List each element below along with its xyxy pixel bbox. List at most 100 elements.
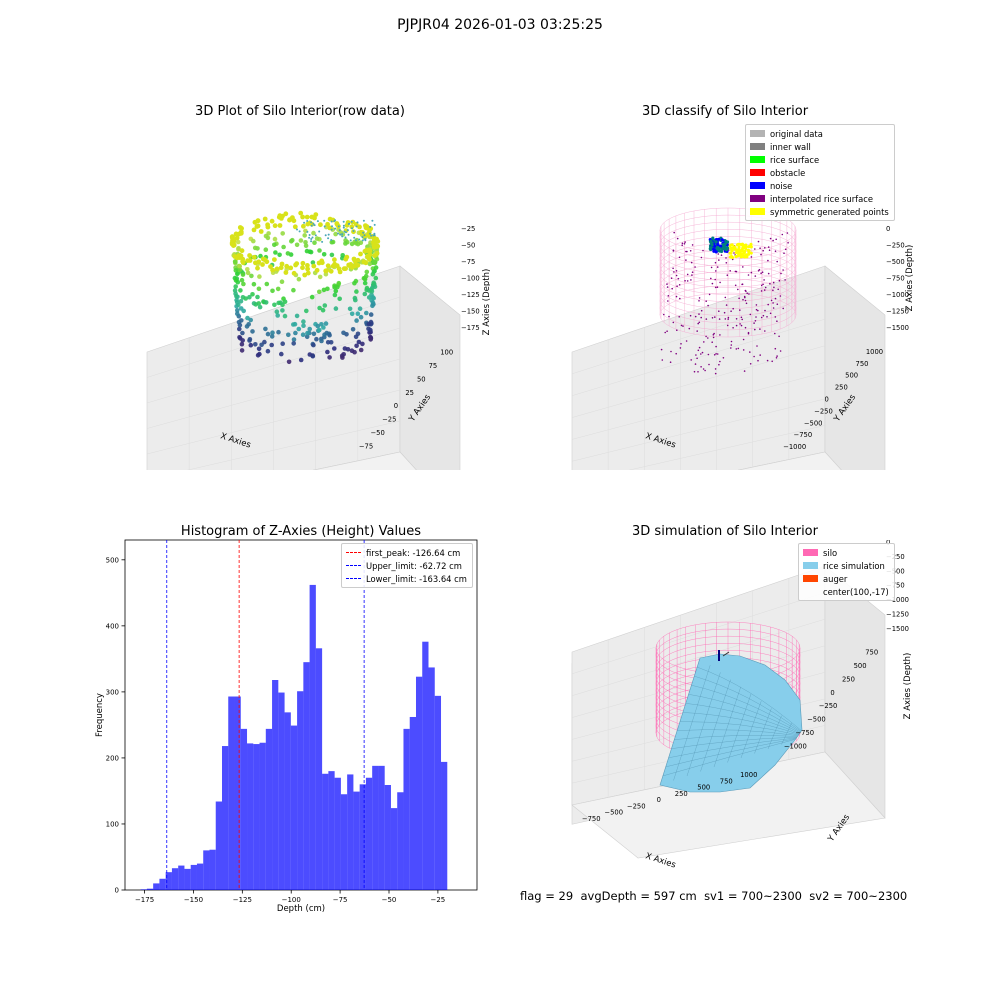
raw-point: [247, 337, 253, 342]
interpolated-point: [684, 280, 686, 282]
raw-point: [304, 334, 310, 340]
symmetric-point: [735, 248, 739, 252]
interpolated-point: [708, 293, 711, 296]
symmetric-point: [749, 244, 753, 248]
raw-point: [329, 239, 335, 245]
interpolated-point: [763, 289, 766, 291]
interpolated-point: [739, 323, 741, 325]
histogram-bar: [184, 868, 191, 890]
interpolated-point: [696, 330, 698, 332]
classify-legend: original data inner wall rice surface obsta…: [745, 124, 895, 221]
raw-point: [334, 263, 340, 269]
symmetric-point: [731, 246, 735, 250]
raw-point: [233, 284, 238, 289]
symmetric-point: [736, 242, 740, 246]
interpolated-point: [660, 348, 663, 351]
legend-entry: original data: [750, 127, 889, 140]
rice-mesh-line: [713, 686, 741, 768]
raw-point: [251, 227, 257, 233]
raw-point: [302, 233, 307, 238]
raw-point: [342, 226, 345, 229]
raw-point: [311, 263, 317, 269]
raw-point: [275, 313, 280, 318]
raw-point: [371, 269, 377, 274]
raw-point: [272, 302, 277, 308]
interpolated-point: [685, 250, 687, 253]
raw-point: [239, 248, 245, 254]
figure-title: PJPJR04 2026-01-03 03:25:25: [397, 17, 603, 33]
raw-point: [341, 266, 347, 272]
legend-label: center(100,-17): [823, 586, 889, 597]
z-tick-label: −250: [886, 242, 905, 250]
raw-point: [265, 348, 271, 354]
legend-entry: inner wall: [750, 140, 889, 153]
interpolated-point: [697, 371, 699, 373]
raw-point: [347, 223, 350, 225]
raw-point: [323, 321, 329, 326]
interpolated-point: [786, 232, 789, 234]
raw-point: [347, 306, 353, 312]
y-tick-label: 750: [856, 360, 869, 368]
histogram-bar: [340, 794, 348, 890]
raw-point: [310, 353, 316, 359]
interpolated-point: [693, 370, 696, 373]
rice-mesh-line: [694, 675, 802, 732]
interpolated-point: [718, 310, 720, 312]
y-tick-label: 250: [842, 675, 855, 683]
interpolated-point: [671, 287, 673, 290]
interpolated-point: [727, 318, 729, 320]
interpolated-point: [760, 284, 763, 287]
interpolated-point: [774, 250, 777, 252]
grid-line: [571, 345, 826, 418]
raw-point: [321, 252, 327, 257]
noise-point: [719, 244, 723, 248]
symmetric-point: [741, 242, 744, 246]
interpolated-point: [762, 249, 764, 252]
raw-point: [355, 239, 358, 242]
interpolated-point: [725, 257, 727, 259]
histogram-legend: first_peak: -126.64 cm Upper_limit: -62.7…: [341, 543, 473, 588]
interpolated-point: [700, 353, 702, 355]
raw-point: [233, 278, 239, 283]
raw-point: [308, 249, 314, 255]
raw-point: [305, 266, 310, 272]
raw-point: [317, 327, 322, 333]
rice-mesh-line: [679, 721, 799, 736]
legend-swatch: [803, 562, 818, 569]
y-tick-label: −1000: [783, 443, 806, 451]
symmetric-point: [730, 255, 734, 259]
interpolated-point: [772, 307, 775, 309]
interpolated-point: [738, 297, 740, 300]
histogram-bar: [303, 662, 310, 890]
interpolated-point: [725, 304, 728, 306]
raw-point: [313, 224, 316, 227]
x-tick-label: 1000: [740, 771, 757, 779]
y-tick-label: 200: [106, 754, 119, 762]
interpolated-point: [661, 359, 664, 361]
interpolated-point: [784, 279, 786, 281]
interpolated-point: [766, 316, 768, 318]
y-tick-label: −1000: [784, 742, 807, 750]
raw-point: [333, 288, 339, 294]
raw-point: [364, 269, 370, 275]
raw-point: [262, 257, 268, 263]
interpolated-point: [744, 326, 747, 329]
z-tick-label: −1000: [886, 291, 909, 299]
raw-point: [332, 292, 338, 298]
interpolated-point: [749, 313, 752, 316]
interpolated-point: [742, 349, 745, 351]
raw-point: [324, 268, 329, 274]
raw-point: [276, 329, 281, 335]
histogram-bar: [215, 801, 222, 890]
histogram-bar: [171, 868, 179, 890]
interpolated-point: [710, 277, 712, 280]
raw-point: [327, 233, 330, 236]
legend-swatch: [750, 195, 765, 202]
interpolated-point: [675, 295, 678, 298]
raw-point: [338, 229, 341, 232]
raw-point: [311, 342, 316, 348]
interpolated-point: [672, 250, 675, 252]
raw-point: [307, 326, 312, 332]
interpolated-point: [668, 315, 670, 318]
histogram-bar: [140, 889, 147, 890]
